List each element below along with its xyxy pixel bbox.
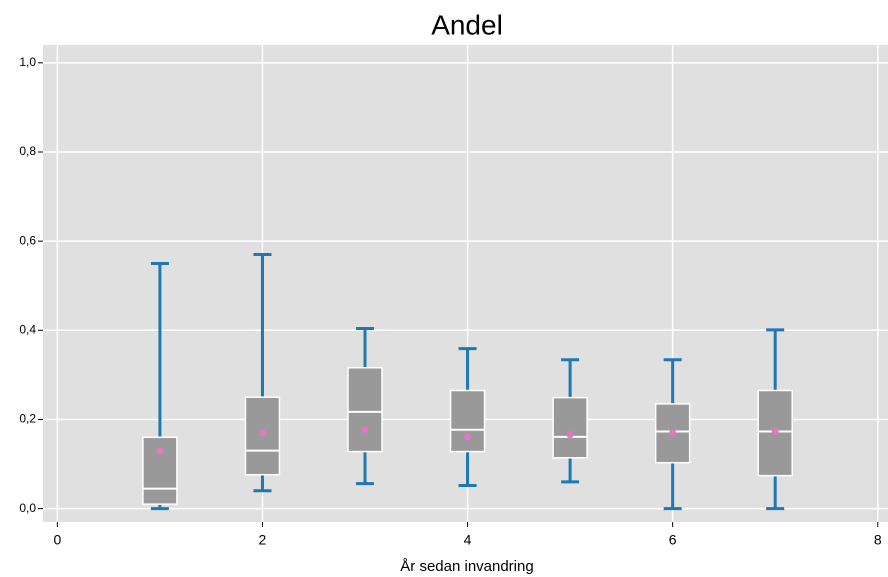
mean-marker bbox=[464, 433, 472, 441]
mean-marker bbox=[566, 431, 574, 439]
mean-marker bbox=[156, 447, 164, 455]
mean-marker bbox=[361, 426, 369, 434]
x-tick-label: 8 bbox=[874, 532, 882, 548]
x-tick-label: 2 bbox=[259, 532, 267, 548]
chart-title: Andel bbox=[431, 9, 503, 40]
x-tick-label: 6 bbox=[669, 532, 677, 548]
box bbox=[449, 389, 486, 453]
mean-marker bbox=[258, 429, 266, 437]
x-tick-label: 4 bbox=[464, 532, 472, 548]
y-tick-label: 0,2 bbox=[19, 412, 36, 426]
y-tick-label: 0,8 bbox=[19, 144, 36, 158]
x-axis-label: År sedan invandring bbox=[400, 558, 533, 575]
y-tick-label: 0,6 bbox=[19, 233, 36, 247]
y-tick-label: 0,0 bbox=[19, 501, 36, 515]
x-tick-label: 0 bbox=[53, 532, 61, 548]
mean-marker bbox=[771, 428, 779, 436]
mean-marker bbox=[669, 429, 677, 437]
box bbox=[552, 396, 588, 459]
y-tick-label: 1,0 bbox=[19, 55, 36, 69]
box bbox=[347, 367, 383, 453]
y-tick-label: 0,4 bbox=[19, 322, 36, 336]
